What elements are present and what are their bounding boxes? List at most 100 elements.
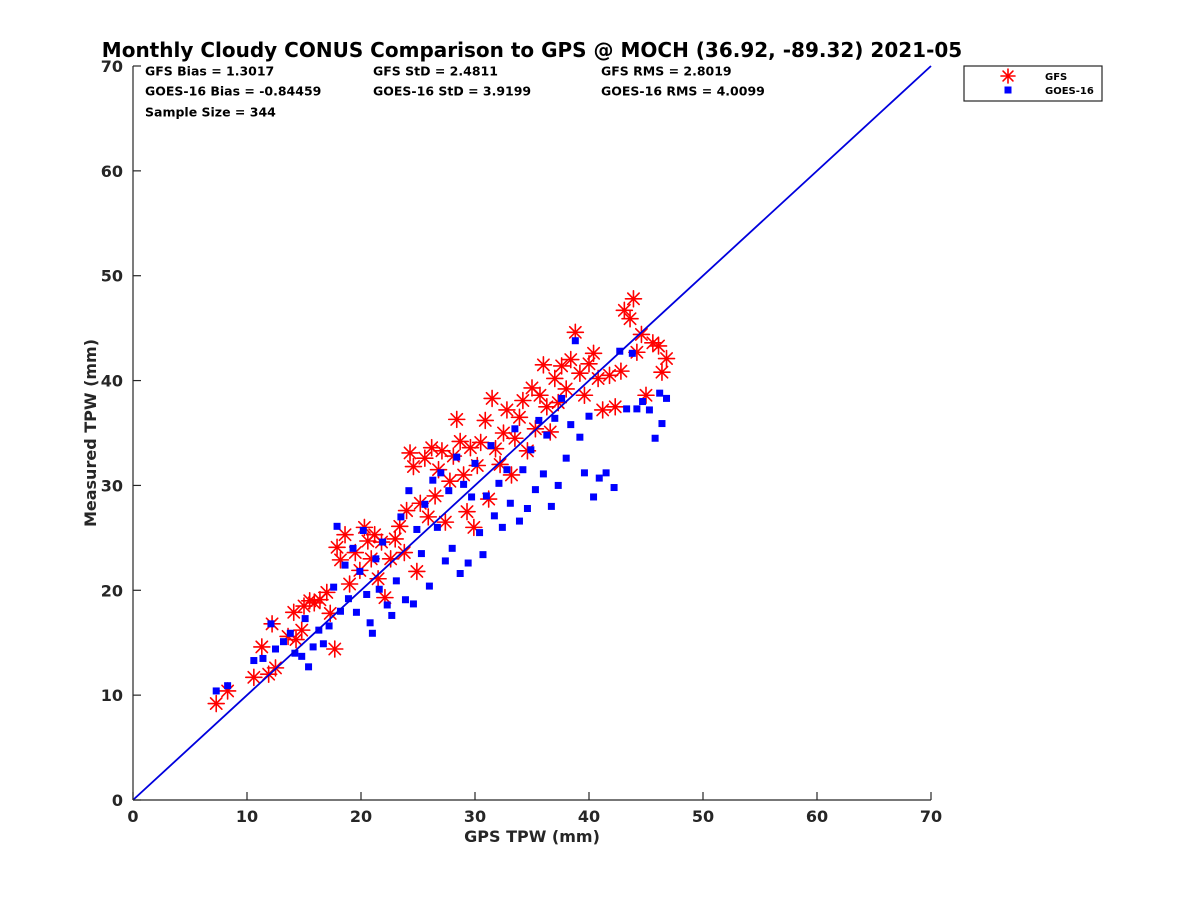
gfs-point-34 bbox=[395, 543, 414, 562]
goes16-point-46 bbox=[445, 487, 453, 495]
goes16-point-72 bbox=[547, 502, 555, 510]
goes16-point-75 bbox=[558, 394, 566, 402]
goes16-point-87 bbox=[623, 405, 631, 413]
gfs-point-98 bbox=[653, 363, 671, 381]
gfs-point-46 bbox=[436, 513, 455, 531]
goes16-point-95 bbox=[663, 394, 671, 402]
y-tick-label-3: 30 bbox=[101, 476, 123, 495]
goes16-point-15 bbox=[325, 622, 333, 630]
gfs-point-99 bbox=[657, 349, 676, 368]
goes16-point-82 bbox=[590, 493, 598, 501]
gfs-point-25 bbox=[359, 532, 377, 550]
gfs-point-17 bbox=[325, 640, 344, 658]
goes16-point-93 bbox=[656, 389, 664, 397]
goes16-point-77 bbox=[567, 421, 575, 429]
x-tick-label-1: 10 bbox=[236, 807, 258, 826]
chart-title: Monthly Cloudy CONUS Comparison to GPS @… bbox=[102, 38, 962, 62]
goes16-point-22 bbox=[352, 608, 360, 616]
gfs-point-88 bbox=[606, 397, 625, 416]
goes16-point-3 bbox=[259, 654, 267, 662]
y-tick-label-4: 40 bbox=[101, 372, 123, 391]
gfs-point-49 bbox=[447, 410, 466, 429]
gfs-point-32 bbox=[386, 530, 405, 548]
legend: GFS GOES-16 bbox=[963, 65, 1103, 102]
goes16-point-38 bbox=[413, 525, 421, 533]
goes16-point-9 bbox=[298, 652, 306, 660]
goes16-point-70 bbox=[539, 470, 547, 478]
goes16-point-50 bbox=[460, 480, 468, 488]
goes16-point-29 bbox=[375, 585, 383, 593]
x-tick-label-3: 30 bbox=[464, 807, 486, 826]
goes16-point-34 bbox=[397, 513, 405, 521]
gfs-point-37 bbox=[404, 457, 423, 476]
gfs-point-21 bbox=[340, 575, 359, 593]
stat-text-0-0: GFS Bias = 1.3017 bbox=[145, 64, 274, 79]
gfs-point-56 bbox=[471, 433, 490, 452]
goes16-point-57 bbox=[487, 442, 495, 450]
goes16-point-16 bbox=[330, 583, 338, 591]
gfs-point-86 bbox=[593, 401, 612, 419]
gfs-point-72 bbox=[534, 356, 553, 374]
goes16-point-81 bbox=[585, 412, 593, 420]
goes16-point-30 bbox=[379, 538, 387, 546]
goes16-point-40 bbox=[421, 500, 429, 508]
gfs-point-3 bbox=[253, 638, 271, 656]
one-to-one-line bbox=[132, 65, 932, 801]
goes16-point-35 bbox=[401, 596, 409, 604]
goes16-point-94 bbox=[658, 420, 666, 428]
goes16-point-5 bbox=[272, 645, 279, 653]
goes16-point-33 bbox=[392, 577, 400, 585]
gfs-point-79 bbox=[561, 350, 580, 369]
goes16-point-52 bbox=[468, 493, 476, 501]
goes16-point-43 bbox=[433, 523, 441, 531]
goes16-point-25 bbox=[363, 590, 371, 598]
gfs-point-75 bbox=[545, 369, 564, 388]
goes16-point-91 bbox=[645, 406, 653, 414]
legend-box bbox=[963, 65, 1103, 102]
goes16-point-88 bbox=[628, 349, 636, 357]
goes16-point-66 bbox=[523, 504, 531, 512]
gfs-point-66 bbox=[510, 408, 529, 427]
x-axis-label: GPS TPW (mm) bbox=[464, 827, 600, 846]
gfs-point-18 bbox=[328, 538, 346, 557]
gfs-point-47 bbox=[441, 472, 459, 491]
x-tick-label-4: 40 bbox=[578, 807, 600, 826]
goes16-point-67 bbox=[527, 446, 535, 454]
gfs-point-97 bbox=[649, 337, 668, 355]
stat-text-1-0: GOES-16 Bias = -0.84459 bbox=[145, 84, 321, 99]
legend-goes16-label: GOES-16 bbox=[1045, 86, 1094, 97]
goes16-point-18 bbox=[336, 607, 344, 615]
gfs-point-63 bbox=[498, 401, 516, 419]
goes16-point-76 bbox=[562, 454, 570, 462]
goes16-point-61 bbox=[503, 466, 511, 474]
x-tick-label-5: 50 bbox=[692, 807, 714, 826]
x-tick-label-0: 0 bbox=[127, 807, 138, 826]
goes16-point-60 bbox=[498, 523, 506, 531]
goes16-point-85 bbox=[610, 484, 618, 492]
goes16-point-89 bbox=[633, 405, 641, 413]
goes16-point-65 bbox=[519, 466, 527, 474]
goes16-point-32 bbox=[388, 611, 396, 619]
y-tick-label-2: 20 bbox=[101, 581, 123, 600]
stat-text-0-2: GFS RMS = 2.8019 bbox=[601, 64, 732, 79]
goes16-point-20 bbox=[344, 595, 352, 603]
gfs-point-0 bbox=[207, 694, 226, 713]
goes16-point-37 bbox=[409, 600, 417, 608]
goes16-point-92 bbox=[651, 434, 659, 442]
stat-text-2-0: Sample Size = 344 bbox=[145, 105, 276, 120]
goes16-point-90 bbox=[639, 398, 647, 406]
goes16-point-49 bbox=[456, 570, 464, 578]
y-tick-label-6: 60 bbox=[101, 162, 123, 181]
y-tick-label-0: 0 bbox=[112, 791, 123, 810]
gfs-point-41 bbox=[419, 508, 438, 526]
goes16-point-48 bbox=[453, 453, 461, 461]
goes16-point-27 bbox=[368, 629, 376, 637]
gfs-point-62 bbox=[494, 424, 513, 442]
goes16-point-7 bbox=[286, 629, 294, 637]
gfs-point-52 bbox=[458, 502, 476, 521]
gfs-point-92 bbox=[624, 289, 643, 308]
gfs-point-39 bbox=[411, 494, 430, 513]
goes16-point-11 bbox=[305, 663, 313, 671]
goes16-point-45 bbox=[441, 557, 449, 565]
